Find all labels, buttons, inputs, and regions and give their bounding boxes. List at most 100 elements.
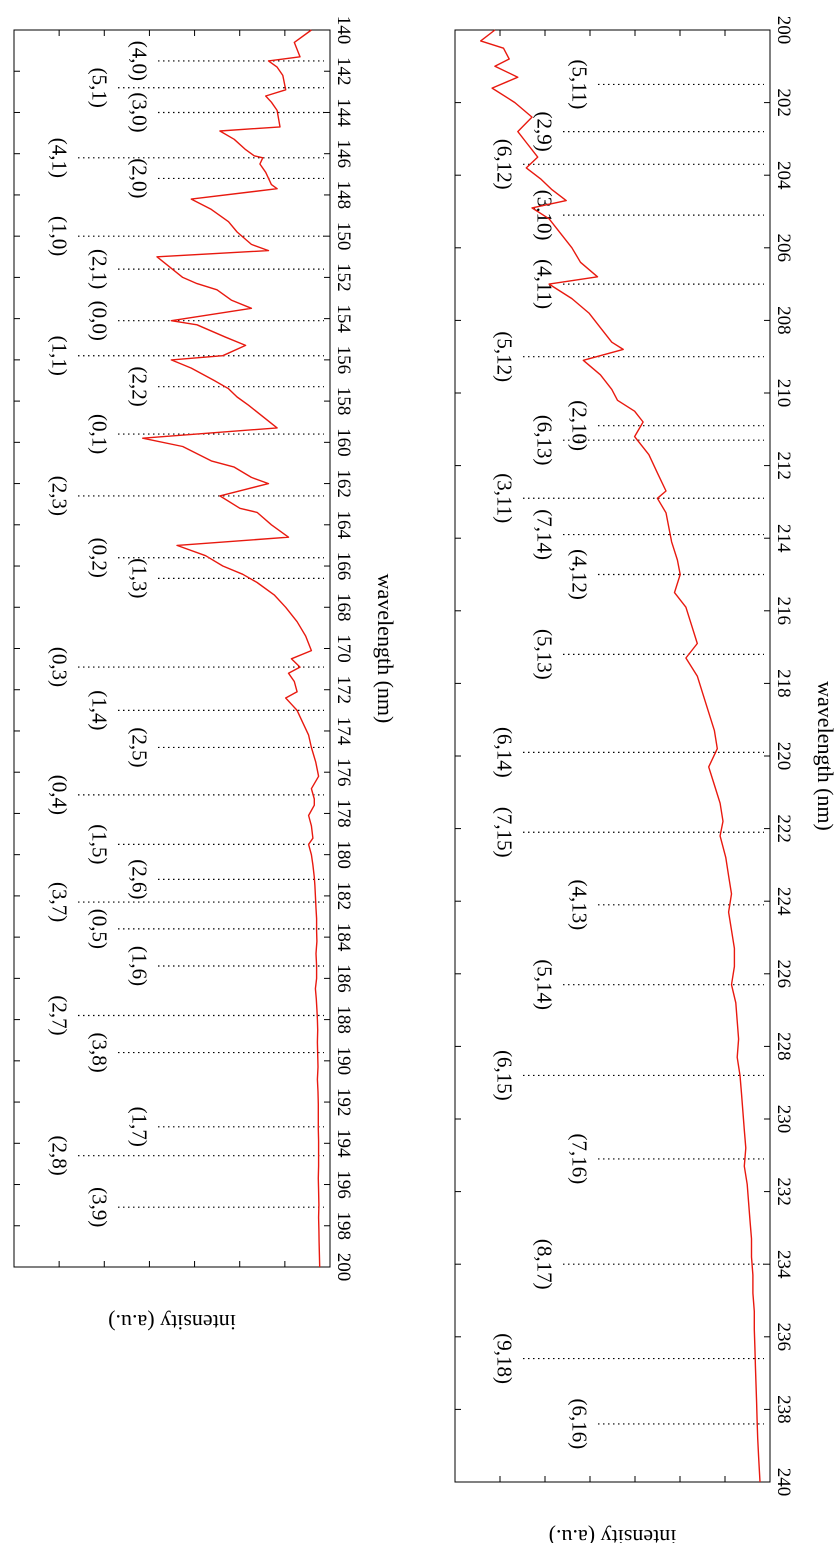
x-tick-label: 234 [773,1250,794,1279]
x-tick-label: 174 [333,717,354,746]
transition-label: (6,14) [493,727,517,778]
transition-label: (3,11) [493,473,517,523]
x-tick-label: 218 [773,669,794,698]
x-tick-label: 214 [773,524,794,553]
transition-label: (2,10) [568,400,592,451]
x-tick-label: 230 [773,1105,794,1134]
x-tick-label: 160 [333,428,354,457]
transition-label: (2,9) [533,112,557,152]
transition-label: (3,9) [88,1187,112,1227]
x-tick-label: 216 [773,597,794,626]
x-tick-label: 152 [333,263,354,292]
x-tick-label: 194 [333,1129,354,1158]
transition-label: (0,4) [48,775,72,815]
transition-label: (1,4) [88,690,112,730]
x-tick-label: 228 [773,1032,794,1061]
transition-label: (1,0) [48,216,72,256]
x-tick-label: 150 [333,222,354,251]
x-tick-label: 198 [333,1212,354,1241]
transition-label: (4,0) [128,41,152,81]
transition-label: (2,0) [128,158,152,198]
x-tick-label: 208 [773,306,794,335]
x-tick-label: 180 [333,840,354,869]
transition-label: (2,8) [48,1136,72,1176]
y-axis-label: intensity (a.u.) [549,1525,677,1543]
x-axis-label: wavelength (nm) [373,574,398,724]
transition-label: (9,18) [493,1333,517,1384]
x-tick-label: 146 [333,139,354,168]
transition-label: (4,12) [568,549,592,600]
x-tick-label: 200 [333,1253,354,1282]
chart-panel-2: 200 202 204 206 208 210 212 214 216 218 220 222 224 2… [454,16,838,1543]
x-tick-label: 158 [333,387,354,416]
spectrum-series-1 [480,29,761,1483]
transition-label: (4,1) [48,138,72,178]
x-tick-label: 166 [333,552,354,581]
x-tick-label: 212 [773,451,794,480]
x-tick-label: 154 [333,304,354,333]
transition-label: (2,5) [128,727,152,767]
transition-label: (7,14) [533,509,557,560]
x-tick-label: 202 [773,88,794,117]
x-tick-label: 142 [333,57,354,86]
x-tick-label: 232 [773,1177,794,1206]
transition-label: (0,0) [88,301,112,341]
transition-label: (2,6) [128,859,152,899]
transition-label: (2,7) [48,995,72,1035]
transition-label: (5,14) [533,959,557,1010]
transition-label: (2,1) [88,249,112,289]
x-tick-label: 238 [773,1395,794,1424]
x-tick-label: 190 [333,1047,354,1076]
x-tick-label: 148 [333,181,354,210]
x-tick-label: 162 [333,469,354,498]
transition-label: (0,1) [88,414,112,454]
transition-label: (0,3) [48,647,72,687]
y-axis-label: intensity (a.u.) [108,1310,236,1335]
x-tick-label: 184 [333,923,354,952]
x-tick-label: 204 [773,161,794,190]
x-tick-label: 222 [773,814,794,843]
x-axis-label: wavelength (nm) [813,681,838,831]
x-tick-label: 224 [773,887,794,916]
transition-label: (1,1) [48,336,72,376]
transition-label: (5,1) [88,68,112,108]
transition-label: (5,11) [568,59,592,109]
x-tick-label: 226 [773,960,794,989]
transition-label: (3,8) [88,1032,112,1072]
transition-label: (1,3) [128,558,152,598]
x-tick-label: 186 [333,964,354,993]
transition-label: (3,7) [48,882,72,922]
transition-label: (6,15) [493,1050,517,1101]
x-tick-label: 156 [333,346,354,375]
x-tick-label: 144 [333,98,354,127]
x-tick-label: 168 [333,593,354,622]
x-tick-label: 172 [333,675,354,704]
chart-panel-1: 140 142 144 146 148 150 152 154 156 158 160 162 164 1… [13,16,398,1335]
x-tick-label: 170 [333,634,354,663]
x-tick-label: 220 [773,742,794,771]
x-tick-label: 210 [773,379,794,408]
x-tick-label: 178 [333,799,354,828]
transition-label: (5,12) [493,331,517,382]
transition-label: (5,13) [533,629,557,680]
transition-label: (0,5) [88,909,112,949]
x-tick-label: 182 [333,882,354,911]
transition-label: (6,16) [568,1399,592,1450]
x-tick-label: 200 [773,16,794,45]
x-tick-label: 140 [333,16,354,45]
x-tick-label: 176 [333,758,354,787]
spectrum-series-1 [141,29,321,1268]
x-tick-label: 236 [773,1323,794,1352]
x-tick-label: 192 [333,1088,354,1117]
transition-label: (2,3) [48,476,72,516]
transition-label: (3,10) [533,190,557,241]
transition-label: (1,5) [88,824,112,864]
transition-label: (8,17) [533,1239,557,1290]
x-tick-label: 164 [333,511,354,540]
transition-label: (0,2) [88,538,112,578]
x-tick-label: 206 [773,234,794,262]
transition-label: (7,15) [493,807,517,858]
transition-label: (2,2) [128,367,152,407]
transition-label: (3,0) [128,92,152,132]
transition-label: (1,7) [128,1107,152,1147]
